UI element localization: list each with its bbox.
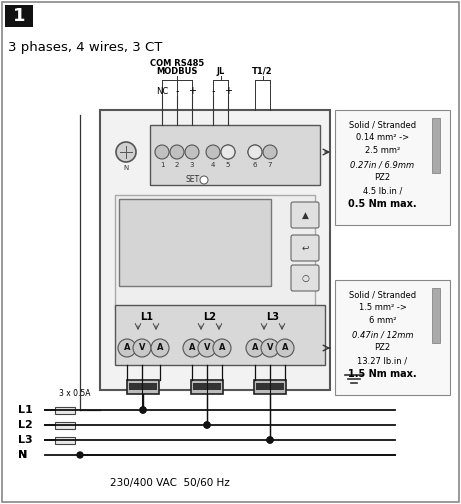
Circle shape (261, 339, 279, 357)
Circle shape (221, 145, 235, 159)
FancyBboxPatch shape (55, 437, 75, 444)
Text: 4.5 lb.in /: 4.5 lb.in / (363, 186, 402, 195)
Circle shape (248, 145, 262, 159)
FancyBboxPatch shape (291, 202, 319, 228)
Circle shape (267, 437, 273, 443)
Text: A: A (219, 344, 225, 352)
Circle shape (170, 145, 184, 159)
FancyBboxPatch shape (127, 380, 159, 394)
Circle shape (276, 339, 294, 357)
Text: L1: L1 (141, 312, 154, 322)
Text: -: - (211, 86, 215, 96)
Text: 2: 2 (175, 162, 179, 168)
Text: 4: 4 (211, 162, 215, 168)
FancyBboxPatch shape (335, 280, 450, 395)
Text: Solid / Stranded: Solid / Stranded (349, 290, 416, 299)
Circle shape (133, 339, 151, 357)
Circle shape (183, 339, 201, 357)
Text: Solid / Stranded: Solid / Stranded (349, 120, 416, 129)
Text: L1: L1 (18, 405, 33, 415)
Text: 6 mm²: 6 mm² (369, 316, 396, 325)
Text: +: + (188, 86, 196, 96)
FancyBboxPatch shape (254, 380, 286, 394)
Text: 13.27 lb.in /: 13.27 lb.in / (357, 356, 408, 365)
Text: 0.27in / 6.9mm: 0.27in / 6.9mm (350, 160, 414, 169)
Text: 7: 7 (268, 162, 272, 168)
Text: PZ2: PZ2 (374, 173, 390, 182)
Text: 3: 3 (190, 162, 194, 168)
Circle shape (140, 407, 146, 413)
Text: 6: 6 (253, 162, 257, 168)
Circle shape (248, 145, 262, 159)
Text: N: N (18, 450, 27, 460)
Text: 0.5 Nm max.: 0.5 Nm max. (348, 199, 417, 209)
FancyBboxPatch shape (119, 199, 271, 286)
Text: V: V (139, 344, 145, 352)
Circle shape (213, 339, 231, 357)
Circle shape (263, 145, 277, 159)
Text: L3: L3 (266, 312, 279, 322)
FancyBboxPatch shape (115, 195, 315, 310)
Text: N: N (124, 165, 129, 171)
FancyBboxPatch shape (432, 118, 440, 173)
Circle shape (267, 437, 273, 443)
FancyBboxPatch shape (100, 110, 330, 390)
Text: NC: NC (156, 87, 168, 96)
Text: 0.14 mm² ->: 0.14 mm² -> (356, 133, 409, 142)
Text: L2: L2 (203, 312, 217, 322)
Circle shape (185, 145, 199, 159)
Text: T1/2: T1/2 (252, 67, 273, 76)
FancyBboxPatch shape (335, 110, 450, 225)
Text: 3 phases, 4 wires, 3 CT: 3 phases, 4 wires, 3 CT (8, 40, 162, 53)
FancyBboxPatch shape (5, 5, 33, 27)
Circle shape (140, 407, 146, 413)
Text: 1: 1 (13, 7, 25, 25)
Text: JL: JL (216, 67, 225, 76)
Text: PZ2: PZ2 (374, 343, 390, 352)
Circle shape (204, 422, 210, 428)
Text: 2.5 mm²: 2.5 mm² (365, 146, 400, 155)
FancyBboxPatch shape (55, 422, 75, 429)
Text: V: V (267, 344, 273, 352)
Text: A: A (282, 344, 288, 352)
Text: L3: L3 (18, 435, 33, 445)
Circle shape (200, 176, 208, 184)
Circle shape (246, 339, 264, 357)
Text: ○: ○ (301, 274, 309, 283)
Text: 230/400 VAC  50/60 Hz: 230/400 VAC 50/60 Hz (110, 478, 230, 488)
Text: A: A (124, 344, 130, 352)
Circle shape (198, 339, 216, 357)
Text: 1: 1 (160, 162, 164, 168)
Circle shape (151, 339, 169, 357)
FancyBboxPatch shape (256, 383, 284, 390)
Text: A: A (189, 344, 195, 352)
Text: 1.5 mm² ->: 1.5 mm² -> (359, 303, 407, 312)
FancyBboxPatch shape (191, 380, 223, 394)
FancyBboxPatch shape (193, 383, 221, 390)
Text: L2: L2 (18, 420, 33, 430)
FancyBboxPatch shape (115, 305, 325, 365)
Text: A: A (252, 344, 258, 352)
Text: SET: SET (186, 175, 200, 184)
Text: COM RS485: COM RS485 (150, 59, 204, 68)
Text: N: N (18, 450, 27, 460)
Text: 0.47in / 12mm: 0.47in / 12mm (352, 330, 413, 339)
Text: -: - (175, 86, 179, 96)
FancyBboxPatch shape (432, 288, 440, 343)
Circle shape (116, 142, 136, 162)
Circle shape (206, 145, 220, 159)
Text: 3 x 0.5A: 3 x 0.5A (59, 389, 91, 398)
Text: A: A (157, 344, 163, 352)
Text: 5: 5 (226, 162, 230, 168)
FancyBboxPatch shape (55, 407, 75, 414)
Circle shape (155, 145, 169, 159)
Text: V: V (204, 344, 210, 352)
Text: +: + (224, 86, 232, 96)
Text: ↩: ↩ (301, 243, 309, 253)
FancyBboxPatch shape (291, 265, 319, 291)
Circle shape (204, 422, 210, 428)
Text: MODBUS: MODBUS (156, 67, 198, 76)
FancyBboxPatch shape (150, 125, 320, 185)
Circle shape (118, 339, 136, 357)
